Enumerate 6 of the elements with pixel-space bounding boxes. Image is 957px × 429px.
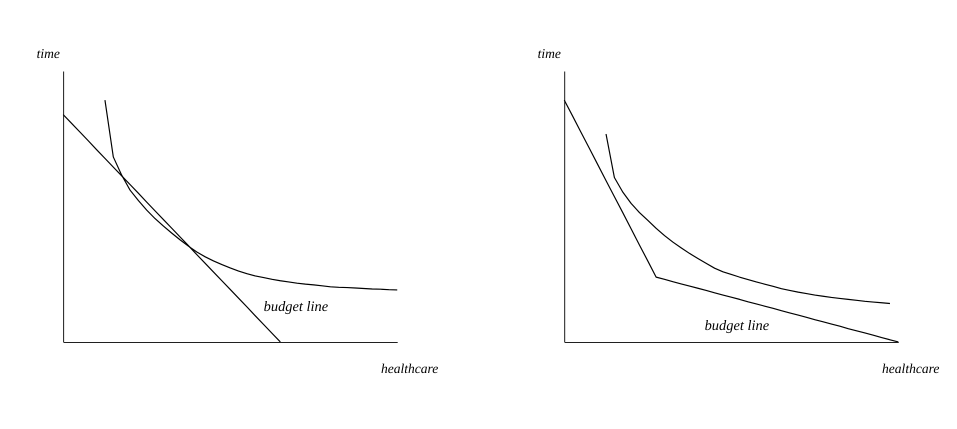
annotation: budget line xyxy=(264,299,329,316)
x-axis-title: healthcare xyxy=(882,361,940,376)
x-axis-title: healthcare xyxy=(380,361,438,376)
y-axis-title: time xyxy=(538,46,561,61)
annotation: budget line xyxy=(704,318,770,334)
y-axis-title: time xyxy=(36,46,60,61)
